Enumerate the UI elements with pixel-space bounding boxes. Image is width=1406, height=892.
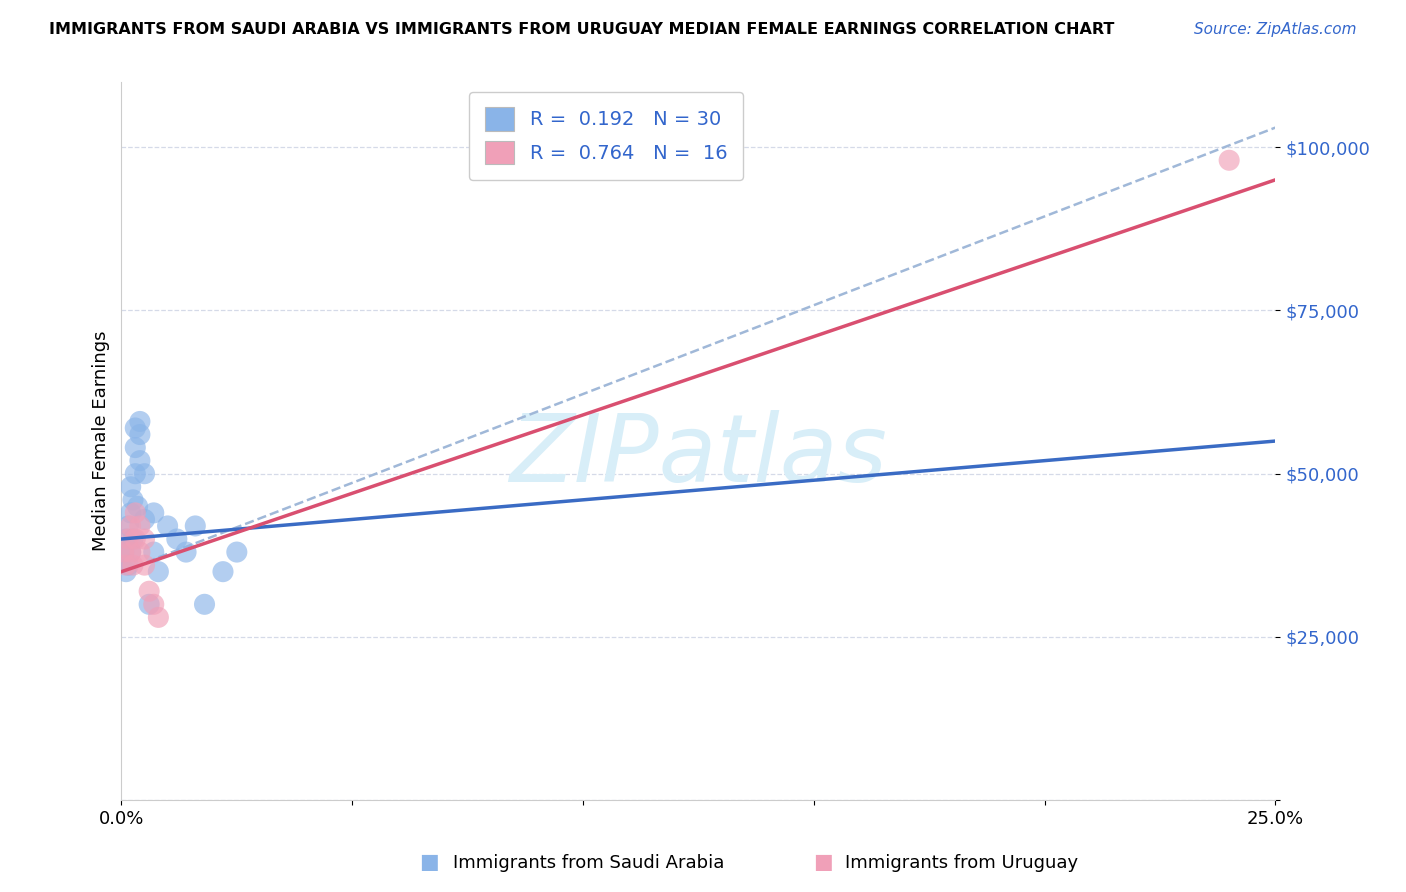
Point: [122, 558, 145, 573]
Point: [112, 545, 135, 559]
Point: [120, 480, 142, 494]
Point: [129, 427, 152, 442]
Point: [120, 506, 142, 520]
Point: [112, 545, 135, 559]
Point: [117, 558, 139, 573]
Point: [142, 597, 165, 611]
Point: [117, 532, 139, 546]
Point: [193, 597, 215, 611]
Point: [225, 545, 247, 559]
Point: [174, 545, 197, 559]
Text: ■: ■: [813, 853, 832, 872]
Legend: R =  0.192   N = 30, R =  0.764   N =  16: R = 0.192 N = 30, R = 0.764 N = 16: [470, 92, 742, 180]
Point: [212, 565, 235, 579]
Point: [127, 500, 149, 514]
Point: [166, 532, 188, 546]
Text: ZIPatlas: ZIPatlas: [509, 410, 887, 501]
Point: [134, 558, 156, 573]
Text: IMMIGRANTS FROM SAUDI ARABIA VS IMMIGRANTS FROM URUGUAY MEDIAN FEMALE EARNINGS C: IMMIGRANTS FROM SAUDI ARABIA VS IMMIGRAN…: [49, 22, 1115, 37]
Point: [120, 545, 142, 559]
Point: [129, 414, 152, 428]
Point: [184, 519, 207, 533]
Point: [124, 467, 146, 481]
Point: [142, 545, 165, 559]
Point: [138, 597, 160, 611]
Point: [115, 532, 138, 546]
Text: Source: ZipAtlas.com: Source: ZipAtlas.com: [1194, 22, 1357, 37]
Point: [129, 519, 152, 533]
Point: [148, 610, 170, 624]
Point: [129, 545, 152, 559]
Point: [115, 565, 138, 579]
Point: [156, 519, 179, 533]
Point: [1218, 153, 1240, 168]
Point: [115, 558, 138, 573]
Point: [120, 545, 142, 559]
Point: [122, 492, 145, 507]
Point: [134, 512, 156, 526]
Text: Immigrants from Saudi Arabia: Immigrants from Saudi Arabia: [453, 855, 724, 872]
Point: [134, 467, 156, 481]
Point: [142, 506, 165, 520]
Point: [148, 565, 170, 579]
Point: [122, 532, 145, 546]
Point: [129, 453, 152, 467]
Point: [124, 532, 146, 546]
Point: [120, 519, 142, 533]
Point: [117, 519, 139, 533]
Point: [138, 584, 160, 599]
Point: [124, 421, 146, 435]
Text: ■: ■: [419, 853, 439, 872]
Text: Immigrants from Uruguay: Immigrants from Uruguay: [845, 855, 1078, 872]
Y-axis label: Median Female Earnings: Median Female Earnings: [93, 331, 110, 551]
Point: [124, 441, 146, 455]
Point: [134, 532, 156, 546]
Point: [124, 506, 146, 520]
